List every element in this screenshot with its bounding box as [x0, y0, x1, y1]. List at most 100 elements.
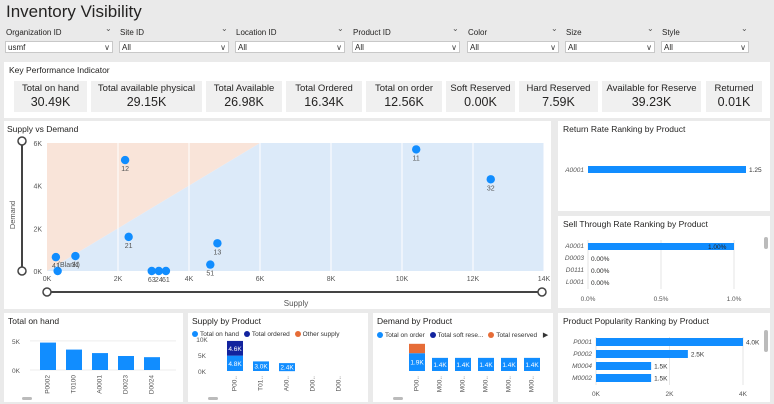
category-label: P00.. — [414, 376, 421, 391]
scatter-point-label: 13 — [214, 249, 222, 256]
filter-collapse-icon[interactable]: ⌄ — [741, 24, 748, 33]
return-rate-title: Return Rate Ranking by Product — [563, 124, 686, 134]
scatter-point-label: 31 — [72, 262, 80, 269]
y-slider-handle-bottom[interactable] — [17, 266, 27, 276]
category-label: M00.. — [460, 376, 467, 392]
horizontal-scrollbar[interactable] — [22, 397, 32, 400]
scatter-point[interactable] — [213, 239, 222, 248]
data-label: 0.00% — [591, 280, 610, 287]
filter-collapse-icon[interactable]: ⌄ — [337, 24, 344, 33]
kpi-label: Total Ordered — [295, 83, 353, 94]
x-tick-label: 8K — [327, 276, 336, 283]
data-label-bg — [279, 363, 295, 372]
supply-legend: Total on hand Total ordered Other supply — [192, 331, 339, 338]
horizontal-scrollbar[interactable] — [208, 397, 218, 400]
category-label: M00.. — [437, 376, 444, 392]
scatter-point[interactable] — [147, 266, 156, 276]
kpi-card[interactable]: Soft Reserved 0.00K — [446, 81, 515, 112]
kpi-card[interactable]: Total Ordered 16.34K — [286, 81, 362, 112]
kpi-card[interactable]: Total available physical 29.15K — [91, 81, 202, 112]
scatter-point[interactable] — [486, 175, 495, 184]
category-label: D0003 — [565, 255, 585, 262]
data-label: 1.4K — [502, 362, 516, 369]
category-label: M00.. — [506, 376, 513, 392]
filter-select-1[interactable]: All ∨ — [119, 41, 229, 53]
kpi-section-title: Key Performance Indicator — [9, 65, 110, 75]
category-label: A00.. — [284, 376, 291, 391]
category-label: P0002 — [573, 351, 592, 358]
data-label-bg — [253, 362, 269, 371]
filter-select-6[interactable]: All ∨ — [661, 41, 749, 53]
bar[interactable] — [596, 350, 688, 358]
kpi-label: Available for Reserve — [606, 83, 697, 94]
filter-select-5[interactable]: All ∨ — [565, 41, 655, 53]
category-label: D0023 — [123, 375, 130, 395]
popularity-title: Product Popularity Ranking by Product — [563, 316, 709, 326]
scatter-point[interactable] — [124, 232, 133, 242]
data-label-bg — [501, 360, 517, 369]
scatter-point-label: 21 — [125, 243, 133, 250]
filter-collapse-icon[interactable]: ⌄ — [551, 24, 558, 33]
bar[interactable] — [596, 362, 652, 370]
kpi-card[interactable]: Hard Reserved 7.59K — [519, 81, 598, 112]
data-label: 1.4K — [433, 362, 447, 369]
chevron-down-icon: ∨ — [336, 43, 342, 52]
sell-through-panel: Sell Through Rate Ranking by Product — [558, 216, 770, 308]
scatter-point[interactable] — [161, 266, 171, 276]
kpi-card[interactable]: Total on order 12.56K — [366, 81, 442, 112]
kpi-card[interactable]: Available for Reserve 39.23K — [602, 81, 701, 112]
sell-through-scrollbar[interactable] — [764, 237, 768, 249]
scatter-point[interactable] — [120, 155, 130, 165]
bar[interactable] — [66, 349, 82, 370]
y-slider-handle-top[interactable] — [17, 136, 27, 146]
demand-by-product-title: Demand by Product — [377, 316, 453, 326]
filter-select-3[interactable]: All ∨ — [352, 41, 460, 53]
kpi-card[interactable]: Returned 0.01K — [706, 81, 762, 112]
scatter-point[interactable] — [154, 266, 164, 276]
filter-select-0[interactable]: usmf ∨ — [5, 41, 113, 53]
scatter-point[interactable] — [71, 251, 80, 261]
scatter-point[interactable] — [51, 252, 61, 262]
x-tick-label: 2K — [114, 276, 123, 283]
bar[interactable] — [144, 357, 160, 370]
kpi-value: 0.01K — [717, 95, 751, 109]
data-label-bg — [524, 360, 540, 369]
filter-collapse-icon[interactable]: ⌄ — [452, 24, 459, 33]
scatter-point[interactable] — [53, 266, 62, 276]
filter-select-4[interactable]: All ∨ — [467, 41, 559, 53]
data-label: 4.8K — [228, 361, 242, 368]
y-axis-label: Demand — [8, 201, 17, 229]
data-label-bg — [455, 360, 471, 369]
filter-collapse-icon[interactable]: ⌄ — [647, 24, 654, 33]
y-tick-label: 0K — [33, 269, 42, 276]
kpi-card[interactable]: Total on hand 30.49K — [14, 81, 87, 112]
bar[interactable] — [92, 353, 108, 370]
bar[interactable] — [118, 356, 134, 370]
filter-collapse-icon[interactable]: ⌄ — [105, 24, 112, 33]
bar[interactable] — [588, 166, 746, 173]
data-label: 3.0K — [254, 364, 268, 371]
y-tick-label: 10K — [196, 337, 208, 344]
scatter-point[interactable] — [412, 145, 421, 154]
popularity-scrollbar[interactable] — [764, 330, 768, 352]
category-label: P0002 — [45, 375, 52, 394]
filter-collapse-icon[interactable]: ⌄ — [221, 24, 228, 33]
bar[interactable] — [596, 374, 652, 382]
x-tick-label: 6K — [256, 276, 265, 283]
total-on-hand-chart: 0K 5K P0002 T0100 A0001 D0023 D0024 — [12, 339, 176, 400]
kpi-card[interactable]: Total Available 26.98K — [206, 81, 282, 112]
x-slider-handle-right[interactable] — [537, 287, 547, 297]
filter-select-2[interactable]: All ∨ — [235, 41, 345, 53]
legend-next-arrow-icon[interactable]: ▶ — [542, 332, 549, 339]
x-slider-handle-left[interactable] — [42, 287, 52, 297]
scatter-point[interactable] — [206, 260, 215, 269]
bar[interactable] — [40, 342, 56, 370]
total-on-hand-title: Total on hand — [8, 316, 60, 326]
stacked-bar-segment[interactable] — [409, 343, 425, 354]
supply-zone — [47, 143, 544, 271]
horizontal-scrollbar[interactable] — [393, 397, 403, 400]
chevron-down-icon: ∨ — [104, 43, 110, 52]
bar[interactable] — [596, 338, 743, 346]
scatter-point-label: 41 — [52, 263, 60, 270]
bar[interactable] — [588, 243, 734, 250]
